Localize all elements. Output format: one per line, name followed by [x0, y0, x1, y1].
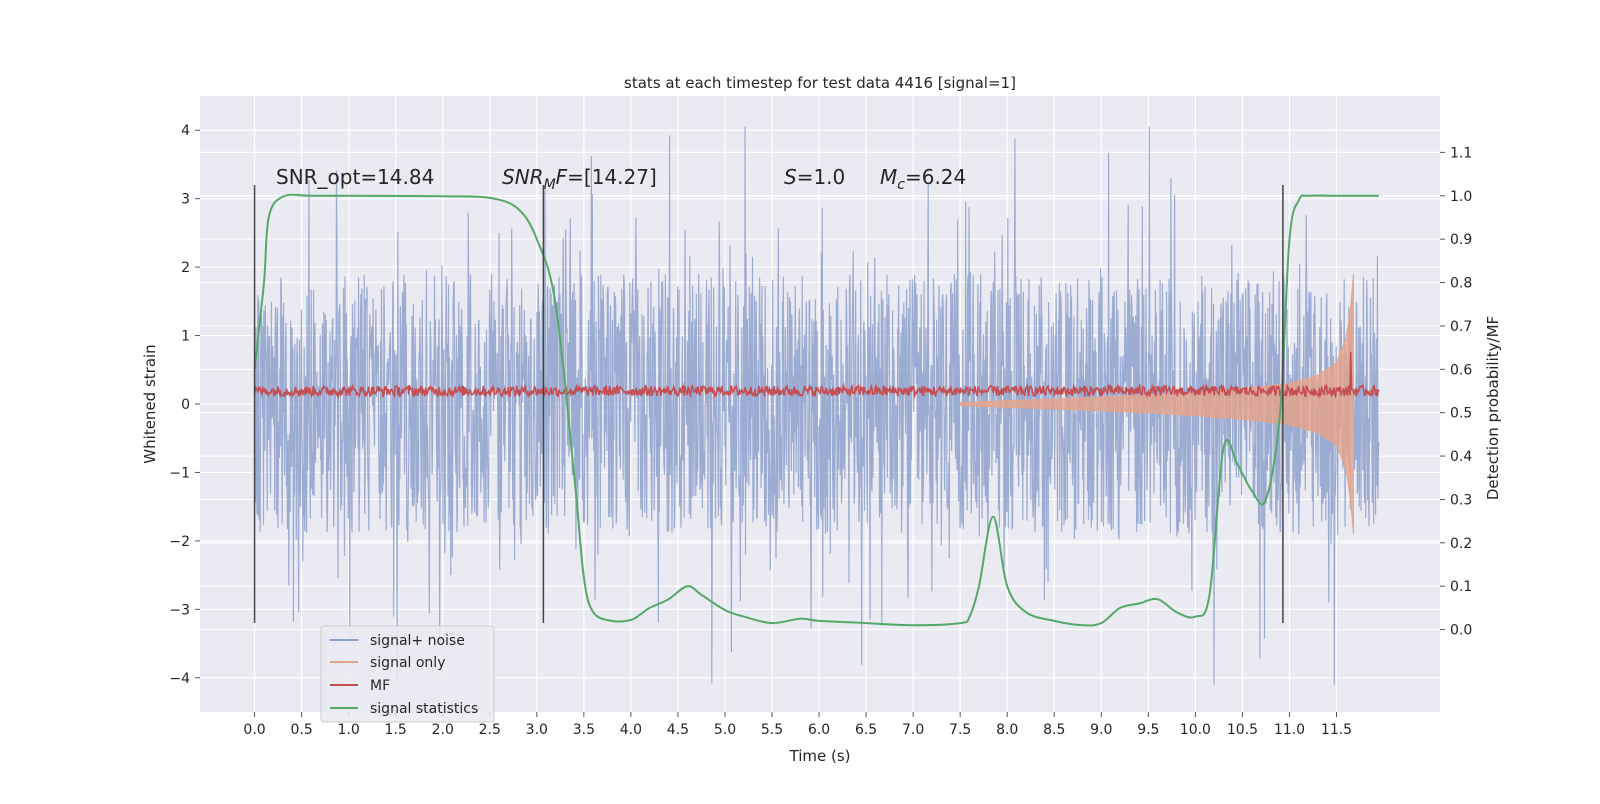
snr-mf-tail: F — [556, 165, 568, 189]
x-tick-label: 8.5 — [1043, 722, 1065, 738]
y-right-tick-label: 0.7 — [1450, 319, 1472, 335]
mc-symbol: M — [880, 165, 897, 189]
series-signal-noise-line — [254, 126, 1380, 685]
y-right-tick-label: 0.8 — [1450, 276, 1472, 292]
series-mf-line — [253, 351, 1380, 400]
series-signal-only-area — [959, 273, 1354, 535]
annotation-s: S=1.0 — [784, 165, 845, 189]
mc-value: =6.24 — [905, 165, 966, 189]
x-tick-label: 5.0 — [714, 722, 736, 738]
y-right-tick-label: 0.2 — [1450, 536, 1472, 552]
y-right-tick-label: 0.0 — [1450, 623, 1472, 639]
snr-mf-value: =[14.27] — [567, 165, 657, 189]
legend: signal+ noise signal only MF signal stat… — [320, 625, 495, 723]
y-left-tick-label: 1 — [181, 329, 190, 345]
x-tick-label: 7.5 — [949, 722, 971, 738]
y-left-tick-label: −4 — [169, 671, 190, 687]
x-tick-label: 0.5 — [290, 722, 312, 738]
x-tick-label: 3.0 — [526, 722, 548, 738]
snr-mf-subscript: M — [544, 177, 556, 193]
y-left-tick-label: −3 — [169, 602, 190, 618]
y-right-tick-label: 1.1 — [1450, 145, 1472, 161]
s-value: =1.0 — [797, 165, 846, 189]
y-left-tick-label: 2 — [181, 260, 190, 276]
annotation-snr-mf: SNRMF=[14.27] — [502, 165, 657, 193]
legend-label-signal-noise: signal+ noise — [370, 633, 465, 649]
legend-label-mf: MF — [370, 678, 390, 694]
legend-label-signal-only: signal only — [370, 655, 445, 671]
x-tick-label: 11.5 — [1321, 722, 1352, 738]
mc-subscript: c — [897, 177, 905, 193]
series-layer — [253, 126, 1380, 685]
series-signal-statistics-line — [253, 193, 1379, 627]
legend-label-signal-statistics: signal statistics — [370, 701, 478, 717]
x-tick-label: 1.0 — [338, 722, 360, 738]
x-tick-label: 10.0 — [1180, 722, 1211, 738]
y-right-tick-label: 0.9 — [1450, 232, 1472, 248]
annotation-mc: Mc=6.24 — [880, 165, 966, 193]
x-tick-label: 4.5 — [667, 722, 689, 738]
x-tick-label: 3.5 — [573, 722, 595, 738]
x-tick-label: 1.5 — [385, 722, 407, 738]
y-right-tick-label: 0.6 — [1450, 362, 1472, 378]
x-tick-label: 4.0 — [620, 722, 642, 738]
axes: 0.0 0.5 1.0 1.5 2.0 2.5 3.0 3.5 4.0 4.5 5.0 5.5 6.0 6… — [169, 123, 1472, 738]
x-tick-label: 2.0 — [432, 722, 454, 738]
y-left-tick-label: 0 — [181, 397, 190, 413]
y-left-tick-label: −1 — [169, 465, 190, 481]
y-right-tick-label: 0.4 — [1450, 449, 1472, 465]
x-tick-label: 11.0 — [1274, 722, 1305, 738]
x-tick-label: 9.5 — [1137, 722, 1159, 738]
x-tick-label: 9.0 — [1090, 722, 1112, 738]
x-tick-label: 8.0 — [996, 722, 1018, 738]
x-tick-label: 6.5 — [855, 722, 877, 738]
x-tick-label: 0.0 — [243, 722, 265, 738]
y-right-tick-label: 1.0 — [1450, 189, 1472, 205]
chart-title: stats at each timestep for test data 441… — [624, 74, 1016, 92]
y-left-tick-label: 3 — [181, 192, 190, 208]
vertical-markers — [253, 184, 1284, 624]
y-axis-label-left: Whitened strain — [141, 344, 159, 463]
y-axis-label-right: Detection probability/MF — [1484, 316, 1502, 500]
x-tick-label: 2.5 — [479, 722, 501, 738]
x-tick-label: 7.0 — [902, 722, 924, 738]
s-symbol: S — [784, 165, 797, 189]
x-tick-label: 6.0 — [808, 722, 830, 738]
y-right-tick-label: 0.3 — [1450, 492, 1472, 508]
x-tick-label: 5.5 — [761, 722, 783, 738]
y-left-tick-label: −2 — [169, 534, 190, 550]
y-right-tick-label: 0.1 — [1450, 579, 1472, 595]
annotation-snr-opt: SNR_opt=14.84 — [276, 165, 434, 189]
snr-mf-symbol: SNR — [502, 165, 544, 189]
y-left-tick-label: 4 — [181, 123, 190, 139]
x-tick-label: 10.5 — [1227, 722, 1258, 738]
y-right-tick-label: 0.5 — [1450, 406, 1472, 422]
legend-box — [320, 625, 495, 723]
x-axis-label: Time (s) — [789, 747, 851, 765]
